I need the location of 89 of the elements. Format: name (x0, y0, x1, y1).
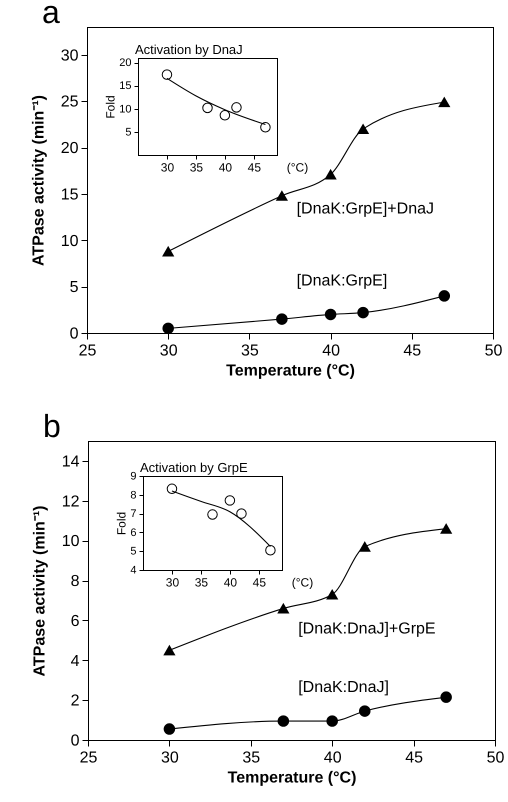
point (438, 290, 450, 302)
y-tick-label: 8 (70, 573, 80, 590)
x-tick-label: 30 (161, 750, 179, 766)
chart-title: a (42, 0, 60, 30)
x-tick-label: 45 (252, 576, 266, 590)
y-tick-label: 0 (70, 732, 80, 750)
point (324, 308, 336, 320)
y-tick-label: 15 (60, 186, 79, 204)
series-label: [DnaK:GrpE] (296, 272, 388, 290)
y-tick-label: 20 (119, 57, 132, 70)
x-tick-label: 30 (160, 342, 178, 360)
y-tick-label: 7 (130, 508, 136, 520)
point (276, 190, 288, 201)
x-tick-label: 35 (194, 576, 208, 590)
y-tick-label: 9 (130, 470, 136, 482)
y-tick-label: 2 (70, 692, 80, 710)
x-axis-title: Temperature (°C) (226, 362, 355, 380)
point (357, 124, 369, 134)
point (265, 545, 276, 556)
y-tick-label: 14 (62, 453, 80, 470)
series-label: [DnaK:DnaJ]+GrpE (298, 620, 436, 638)
x-axis-title: (°C) (292, 576, 314, 590)
y-tick-label: 10 (119, 103, 132, 116)
point (220, 110, 230, 121)
x-tick-label: 50 (486, 750, 504, 766)
chart-title: Activation by GrpE (140, 460, 248, 475)
x-axis-title: (°C) (286, 160, 308, 174)
y-tick-label: 4 (130, 564, 136, 576)
y-tick-label: 12 (62, 493, 80, 510)
x-tick-label: 50 (484, 342, 502, 360)
y-tick-label: 5 (125, 126, 132, 138)
y-tick-label: 6 (130, 526, 136, 539)
point (359, 705, 371, 717)
y-axis-title: ATPase activity (min⁻¹) (30, 95, 48, 266)
y-axis-title: ATPase activity (min⁻¹) (32, 506, 49, 676)
x-tick-label: 35 (242, 750, 260, 766)
point (236, 508, 247, 519)
point (202, 102, 213, 114)
point (162, 246, 174, 256)
x-tick-label: 35 (190, 160, 204, 174)
series-label: [DnaK:GrpE]+DnaJ (296, 200, 434, 218)
x-tick-label: 30 (166, 576, 180, 590)
x-axis-title: Temperature (°C) (228, 770, 356, 786)
point (440, 691, 452, 703)
point (440, 524, 452, 534)
point (164, 723, 176, 735)
point (231, 102, 242, 113)
point (162, 322, 174, 334)
point (278, 603, 290, 614)
x-tick-label: 45 (403, 342, 422, 360)
point (326, 715, 338, 727)
point (207, 509, 218, 520)
point (324, 169, 336, 180)
point (326, 589, 338, 600)
x-tick-label: 40 (322, 342, 340, 360)
y-tick-label: 25 (60, 94, 79, 111)
point (224, 495, 236, 506)
point (260, 122, 271, 133)
point (276, 313, 288, 325)
y-tick-label: 20 (60, 140, 79, 158)
y-tick-label: 0 (70, 326, 79, 342)
y-tick-label: 10 (60, 232, 79, 250)
x-tick-label: 30 (160, 160, 174, 174)
y-tick-label: 30 (60, 47, 79, 64)
chart-title: Activation by DnaJ (135, 42, 243, 57)
y-tick-label: 15 (119, 80, 132, 92)
y-tick-label: 8 (130, 489, 136, 502)
x-tick-label: 45 (248, 160, 262, 174)
point (438, 97, 450, 108)
y-tick-label: 4 (70, 652, 80, 670)
y-tick-label: 10 (62, 533, 80, 550)
y-axis-title: Fold (103, 95, 118, 119)
y-tick-label: 5 (130, 546, 136, 558)
x-tick-label: 35 (241, 342, 259, 360)
y-axis-title: Fold (114, 512, 128, 536)
x-tick-label: 40 (324, 750, 342, 766)
point (164, 645, 176, 656)
point (162, 69, 172, 80)
x-tick-label: 40 (218, 160, 232, 174)
y-tick-label: 6 (70, 612, 80, 630)
x-tick-label: 45 (405, 750, 424, 766)
point (278, 715, 290, 727)
x-tick-label: 40 (224, 576, 238, 590)
point (357, 306, 369, 318)
point (359, 542, 371, 552)
series-label: [DnaK:DnaJ] (298, 679, 389, 696)
y-tick-label: 5 (70, 279, 79, 296)
point (166, 484, 178, 494)
chart-title: b (43, 408, 61, 444)
